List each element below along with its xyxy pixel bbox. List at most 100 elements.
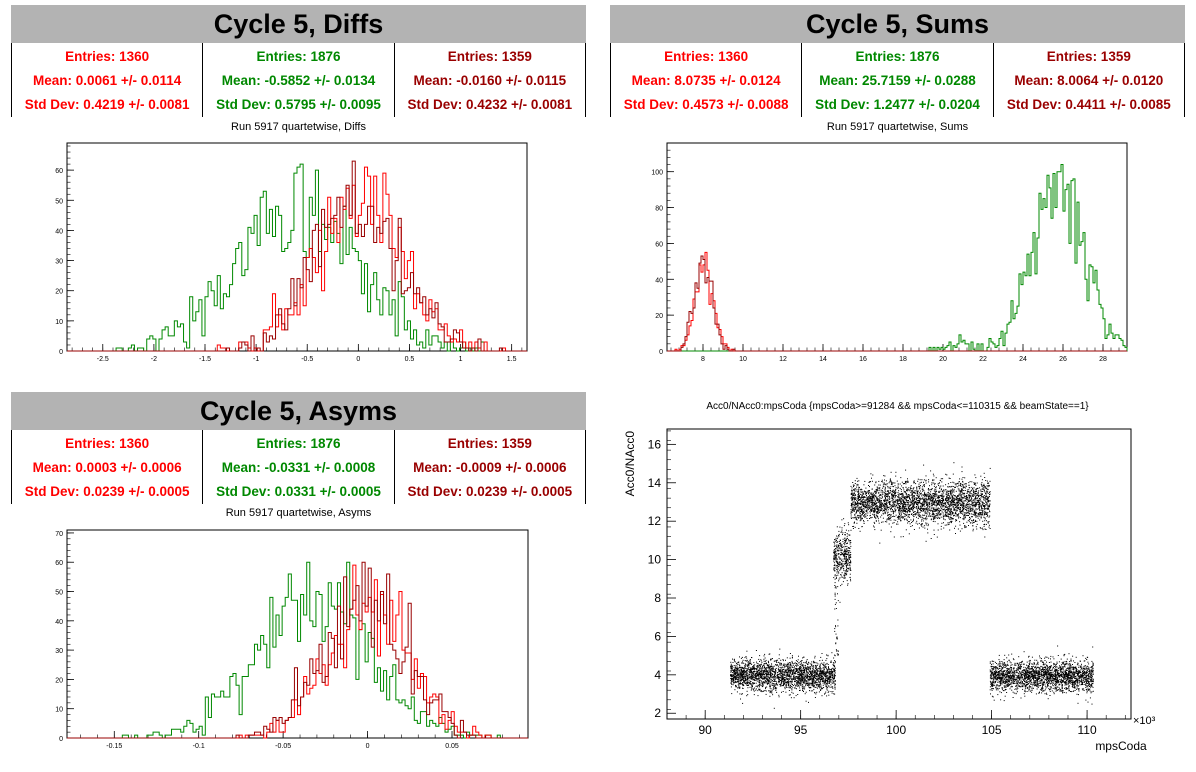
x-tick-label: 18 — [899, 356, 907, 363]
y-tick-label: 70 — [55, 531, 63, 538]
y-tick-label: 0 — [59, 736, 63, 743]
sums-subtitle: Run 5917 quartetwise, Sums — [826, 121, 969, 133]
stat-mean: Mean: -0.0009 +/- 0.0006 — [413, 460, 567, 475]
scatter-points — [730, 462, 1094, 709]
stat-entries: Entries: 1359 — [447, 436, 532, 451]
asyms-stats-darkred: Entries: 1359 Mean: -0.0009 +/- 0.0006 S… — [395, 430, 585, 504]
stat-std: Std Dev: 0.4219 +/- 0.0081 — [24, 97, 190, 112]
x-tick-label: 0.5 — [405, 356, 415, 363]
stat-std: Std Dev: 0.4411 +/- 0.0085 — [1006, 97, 1171, 112]
diffs-stats-red: Entries: 1360 Mean: 0.0061 +/- 0.0114 St… — [12, 43, 204, 117]
y-tick-label: 4 — [654, 668, 661, 682]
y-tick-label: 2 — [654, 706, 661, 720]
x-tick-label: 24 — [1019, 356, 1027, 363]
x-axis-label: mpsCoda — [1095, 739, 1147, 753]
y-tick-label: 40 — [655, 277, 663, 284]
stat-entries: Entries: 1359 — [447, 49, 532, 64]
x-tick-label: 0 — [366, 743, 370, 750]
stat-std: Std Dev: 0.0239 +/- 0.0005 — [407, 484, 573, 499]
stat-mean: Mean: 25.7159 +/- 0.0288 — [819, 73, 976, 88]
y-tick-label: 6 — [654, 629, 661, 643]
histogram-series-2 — [667, 255, 1127, 352]
x-tick-label: 0.05 — [445, 743, 459, 750]
y-tick-label: 10 — [55, 707, 63, 714]
y-tick-label: 10 — [648, 553, 662, 567]
asyms-stats-box: Entries: 1360 Mean: 0.0003 +/- 0.0006 St… — [11, 430, 586, 504]
stat-entries: Entries: 1876 — [256, 49, 341, 64]
diffs-stats-darkred: Entries: 1359 Mean: -0.0160 +/- 0.0115 S… — [395, 43, 585, 117]
scatter-title: Acc0/NAcc0:mpsCoda {mpsCoda>=91284 && mp… — [706, 401, 1089, 412]
diffs-stats-box: Entries: 1360 Mean: 0.0061 +/- 0.0114 St… — [11, 43, 586, 117]
sums-stats-darkred: Entries: 1359 Mean: 8.0064 +/- 0.0120 St… — [994, 43, 1184, 117]
y-tick-label: 60 — [55, 168, 63, 175]
x-tick-label: 105 — [982, 723, 1002, 737]
y-tick-label: 16 — [648, 437, 662, 451]
x-tick-label: 1.5 — [507, 356, 517, 363]
sums-stats-red: Entries: 1360 Mean: 8.0735 +/- 0.0124 St… — [611, 43, 803, 117]
scatter-plot: 2 4 6 8 10 12 14 16 90 95 100 105 110 mpsCoda ×10³ Acc0… — [623, 428, 1156, 753]
diffs-title: Cycle 5, Diffs — [11, 5, 586, 43]
y-tick-label: 20 — [655, 313, 663, 320]
x-tick-label: 16 — [859, 356, 867, 363]
x-tick-label: 26 — [1059, 356, 1067, 363]
x-tick-label: 0 — [356, 356, 360, 363]
x-tick-label: 20 — [939, 356, 947, 363]
plot-frame — [666, 142, 1128, 352]
x-tick-label: -0.1 — [193, 743, 205, 750]
y-tick-label: 50 — [55, 198, 63, 205]
sums-histogram: 0 20 40 60 80 100 8 10 12 14 16 18 20 22 24 26 28 — [651, 142, 1128, 363]
stat-mean: Mean: 8.0735 +/- 0.0124 — [631, 73, 781, 88]
x-tick-label: -0.15 — [106, 743, 122, 750]
stat-mean: Mean: -0.0160 +/- 0.0115 — [413, 73, 567, 88]
stat-mean: Mean: -0.5852 +/- 0.0134 — [221, 73, 376, 88]
stat-entries: Entries: 1359 — [1046, 49, 1131, 64]
histogram-series-2 — [67, 160, 527, 352]
x-tick-label: -1.5 — [199, 356, 211, 363]
x-tick-label: 14 — [819, 356, 827, 363]
y-tick-label: 20 — [55, 677, 63, 684]
plot-frame — [66, 142, 528, 352]
y-tick-label: 80 — [655, 206, 663, 213]
stat-std: Std Dev: 0.4232 +/- 0.0081 — [407, 97, 573, 112]
x-tick-label: 1 — [459, 356, 463, 363]
x-tick-label: 95 — [794, 723, 808, 737]
x-tick-label: -0.05 — [275, 743, 291, 750]
diffs-histogram: 0 10 20 30 40 50 60 -2.5 -2 -1.5 -1 -0.5 0 0.5 1 1.5 — [55, 142, 528, 363]
stat-mean: Mean: -0.0331 +/- 0.0008 — [221, 460, 376, 475]
stat-std: Std Dev: 0.5795 +/- 0.0095 — [216, 97, 381, 112]
x-tick-label: -2 — [151, 356, 157, 363]
stat-entries: Entries: 1876 — [256, 436, 341, 451]
y-tick-label: 10 — [55, 319, 63, 326]
y-tick-label: 60 — [55, 560, 63, 567]
y-tick-label: 60 — [655, 241, 663, 248]
stat-mean: Mean: 0.0061 +/- 0.0114 — [33, 73, 182, 88]
y-tick-label: 12 — [648, 514, 662, 528]
y-tick-label: 100 — [651, 170, 663, 177]
stat-std: Std Dev: 1.2477 +/- 0.0204 — [815, 97, 980, 112]
x-tick-label: -1 — [253, 356, 259, 363]
y-tick-label: 8 — [654, 591, 661, 605]
stat-mean: Mean: 0.0003 +/- 0.0006 — [32, 460, 182, 475]
sums-title: Cycle 5, Sums — [610, 5, 1185, 43]
y-tick-label: 30 — [55, 648, 63, 655]
y-tick-label: 50 — [55, 590, 63, 597]
y-tick-label: 14 — [648, 476, 662, 490]
stat-entries: Entries: 1876 — [855, 49, 940, 64]
diffs-subtitle: Run 5917 quartetwise, Diffs — [231, 121, 366, 133]
diffs-stats-green: Entries: 1876 Mean: -0.5852 +/- 0.0134 S… — [203, 43, 395, 117]
stat-std: Std Dev: 0.4573 +/- 0.0088 — [623, 97, 789, 112]
y-axis-label: Acc0/NAcc0 — [623, 431, 637, 497]
stat-entries: Entries: 1360 — [65, 436, 150, 451]
sums-stats-green: Entries: 1876 Mean: 25.7159 +/- 0.0288 S… — [802, 43, 994, 117]
x-tick-label: 28 — [1099, 356, 1107, 363]
x-tick-label: 8 — [701, 356, 705, 363]
asyms-stats-green: Entries: 1876 Mean: -0.0331 +/- 0.0008 S… — [203, 430, 395, 504]
x-tick-label: 12 — [779, 356, 787, 363]
histogram-series-2 — [67, 561, 528, 739]
x-tick-label: 22 — [979, 356, 987, 363]
x-tick-label: -0.5 — [301, 356, 313, 363]
x-tick-label: 90 — [699, 723, 713, 737]
x-axis-multiplier: ×10³ — [1133, 715, 1156, 727]
y-tick-label: 0 — [59, 349, 63, 356]
sums-stats-box: Entries: 1360 Mean: 8.0735 +/- 0.0124 St… — [610, 43, 1185, 117]
